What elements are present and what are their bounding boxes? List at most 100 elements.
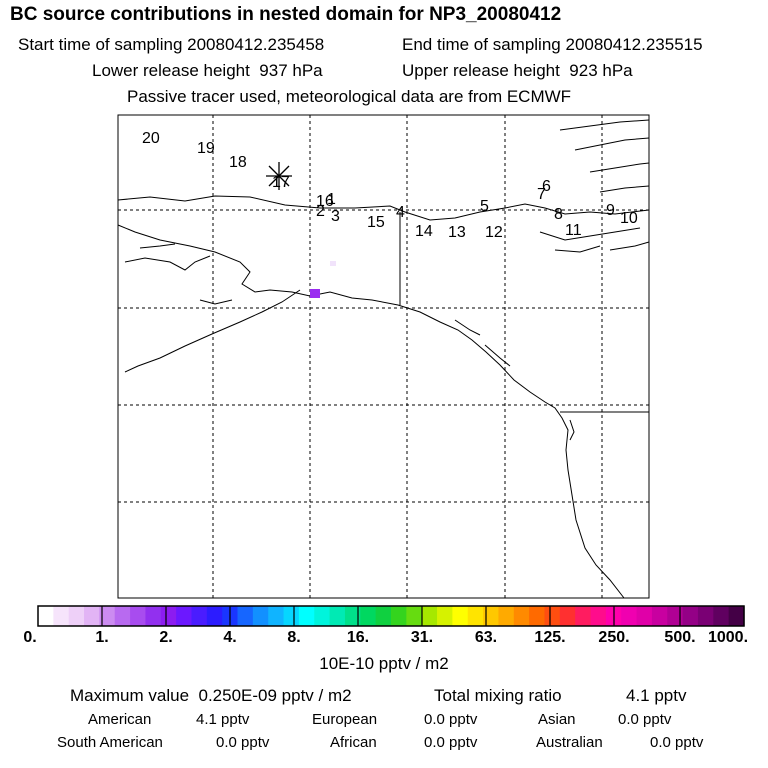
- colorbar-tick-label: 16.: [346, 629, 370, 646]
- colorbar-swatch: [53, 606, 70, 626]
- colorbar-tick-label: 8.: [287, 629, 301, 646]
- track-label: 14: [415, 223, 433, 240]
- colorbar-tick-label: 125.: [534, 629, 566, 646]
- coastlines: [117, 119, 650, 599]
- colorbar-swatch: [575, 606, 592, 626]
- region-value: 4.1 pptv: [196, 711, 250, 728]
- colorbar-tick-label: 1000.: [707, 629, 749, 646]
- colorbar-swatch: [590, 606, 607, 626]
- colorbar-tick-label: 2.: [159, 629, 173, 646]
- colorbar-swatch: [529, 606, 546, 626]
- track-label: 20: [142, 130, 160, 147]
- source-cell-main: [310, 289, 320, 298]
- track-label: 5: [480, 198, 489, 215]
- colorbar-swatch: [391, 606, 407, 626]
- track-label: 15: [367, 214, 385, 231]
- track-label: 11: [565, 222, 582, 239]
- colorbar-swatch: [237, 606, 254, 626]
- region-name: European: [312, 711, 378, 728]
- track-label: 16: [316, 193, 334, 210]
- receptor-marker-icon: [266, 162, 292, 190]
- total-mixing-value: 4.1 pptv: [626, 686, 687, 705]
- chart-title: BC source contributions in nested domain…: [10, 4, 562, 25]
- colorbar-swatch: [206, 606, 223, 626]
- colorbar-swatch: [483, 606, 500, 626]
- track-label: 6: [542, 178, 551, 195]
- end-time: End time of sampling 20080412.235515: [402, 35, 703, 54]
- track-label: 19: [197, 140, 215, 157]
- colorbar: [38, 606, 745, 626]
- max-value-line: Maximum value 0.250E-09 pptv / m2: [70, 686, 352, 705]
- map-frame: [117, 114, 650, 599]
- region-value: 0.0 pptv: [216, 734, 270, 751]
- colorbar-tick-label: 0.: [23, 629, 37, 646]
- colorbar-tick-label: 500.: [664, 629, 696, 646]
- colorbar-tick-label: 4.: [223, 629, 237, 646]
- source-cell-faint: [330, 261, 336, 266]
- track-label: 12: [485, 224, 503, 241]
- track-label: 9: [606, 202, 615, 219]
- colorbar-swatch: [160, 606, 177, 626]
- colorbar-swatch: [176, 606, 193, 626]
- colorbar-swatch: [99, 606, 116, 626]
- colorbar-swatch: [667, 606, 684, 626]
- colorbar-swatch: [38, 606, 54, 626]
- lower-release-height: Lower release height 937 hPa: [92, 61, 323, 80]
- region-value: 0.0 pptv: [424, 734, 478, 751]
- colorbar-swatch: [421, 606, 438, 626]
- colorbar-swatch: [544, 606, 561, 626]
- colorbar-swatch: [283, 606, 300, 626]
- region-value: 0.0 pptv: [618, 711, 672, 728]
- colorbar-swatch: [437, 606, 453, 626]
- tracer-note: Passive tracer used, meteorological data…: [127, 87, 572, 106]
- track-label: 4: [396, 204, 405, 221]
- colorbar-swatch: [559, 606, 576, 626]
- track-label: 13: [448, 224, 466, 241]
- colorbar-swatch: [329, 606, 346, 626]
- colorbar-swatch: [682, 606, 699, 626]
- start-time: Start time of sampling 20080412.235458: [18, 35, 325, 54]
- colorbar-swatch: [114, 606, 131, 626]
- colorbar-tick-label: 250.: [598, 629, 630, 646]
- colorbar-swatch: [406, 606, 423, 626]
- track-label: 17: [272, 174, 290, 191]
- track-label: 8: [554, 206, 563, 223]
- colorbar-tick-label: 1.: [95, 629, 109, 646]
- region-value: 0.0 pptv: [650, 734, 704, 751]
- colorbar-tick-label: 31.: [410, 629, 434, 646]
- colorbar-frame: [37, 605, 745, 627]
- colorbar-swatch: [375, 606, 392, 626]
- track-label: 7: [537, 186, 546, 203]
- colorbar-swatch: [145, 606, 162, 626]
- region-name: African: [330, 734, 377, 751]
- track-label: 18: [229, 154, 247, 171]
- colorbar-swatch: [84, 606, 100, 626]
- colorbar-swatch: [344, 606, 361, 626]
- colorbar-swatch: [621, 606, 638, 626]
- colorbar-swatch: [191, 606, 208, 626]
- colorbar-swatch: [252, 606, 269, 626]
- upper-release-height: Upper release height 923 hPa: [402, 61, 633, 80]
- colorbar-swatch: [651, 606, 668, 626]
- region-name: Asian: [538, 711, 576, 728]
- track-label: 10: [620, 210, 638, 227]
- track-label: 3: [331, 208, 340, 225]
- colorbar-units: 10E-10 pptv / m2: [319, 654, 449, 673]
- colorbar-swatch: [697, 606, 714, 626]
- colorbar-swatch: [467, 606, 484, 626]
- colorbar-swatch: [728, 606, 745, 626]
- total-mixing-label: Total mixing ratio: [434, 686, 562, 705]
- colorbar-swatch: [130, 606, 147, 626]
- colorbar-swatch: [298, 606, 315, 626]
- colorbar-swatch: [314, 606, 331, 626]
- colorbar-swatch: [268, 606, 285, 626]
- track-label: 1: [327, 191, 336, 208]
- colorbar-tick-label: 63.: [474, 629, 498, 646]
- region-name: Australian: [536, 734, 603, 751]
- colorbar-swatch: [636, 606, 653, 626]
- region-name: South American: [57, 734, 163, 751]
- region-name: American: [88, 711, 152, 728]
- colorbar-swatch: [498, 606, 515, 626]
